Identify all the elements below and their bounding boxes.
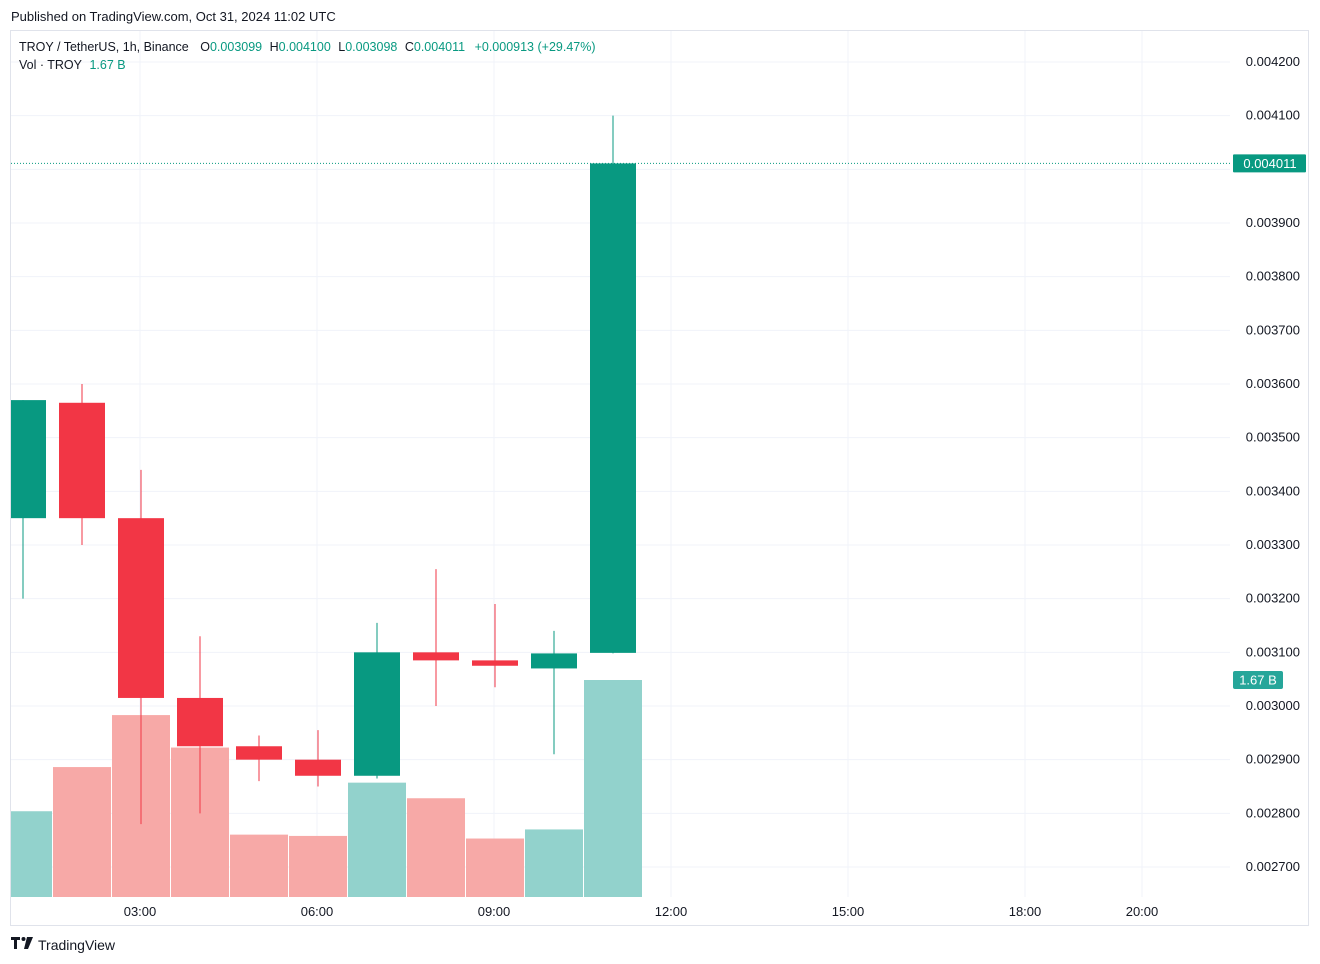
symbol-label[interactable]: TROY / TetherUS, 1h, Binance — [19, 40, 189, 54]
candle-body — [295, 759, 341, 776]
price-tick-label: 0.004100 — [1246, 108, 1300, 123]
price-tick-label: 0.002700 — [1246, 859, 1300, 874]
price-tick-label: 0.003000 — [1246, 698, 1300, 713]
volume-bar — [11, 811, 52, 897]
ohlc-row: TROY / TetherUS, 1h, Binance O0.003099 H… — [19, 38, 596, 56]
candle-body — [472, 660, 518, 666]
last-price-label: 0.004011 — [1243, 156, 1296, 171]
chart-legend: TROY / TetherUS, 1h, Binance O0.003099 H… — [19, 38, 596, 74]
price-tick-label: 0.003700 — [1246, 322, 1300, 337]
low-label: L — [338, 40, 346, 54]
candle-body — [59, 402, 105, 519]
price-tick-label: 0.002800 — [1246, 805, 1300, 820]
price-tick-label: 0.003400 — [1246, 483, 1300, 498]
volume-bar — [289, 835, 347, 897]
price-tick-label: 0.004200 — [1246, 54, 1300, 69]
time-tick-label: 12:00 — [655, 904, 688, 919]
candle-body — [590, 163, 636, 653]
price-tick-label: 0.003600 — [1246, 376, 1300, 391]
volume-bar — [348, 782, 406, 897]
time-tick-label: 06:00 — [301, 904, 334, 919]
candles — [11, 115, 636, 825]
price-tick-label: 0.003500 — [1246, 430, 1300, 445]
volume-bar — [230, 834, 288, 897]
open-label: O — [200, 40, 210, 54]
tradingview-logo-icon — [11, 936, 33, 953]
change-value: +0.000913 (+29.47%) — [474, 40, 596, 54]
volume-badge-label: 1.67 B — [1239, 673, 1277, 688]
volume-row: Vol · TROY 1.67 B — [19, 56, 596, 74]
volume-value: 1.67 B — [89, 58, 126, 72]
close-value: 0.004011 — [413, 40, 466, 54]
time-tick-label: 03:00 — [124, 904, 157, 919]
volume-bar — [466, 838, 524, 897]
price-tick-label: 0.003900 — [1246, 215, 1300, 230]
last-price-line: 0.004011 1.67 B — [11, 154, 1306, 689]
candle-body — [11, 400, 46, 519]
volume-bar — [584, 680, 642, 897]
tradingview-brand[interactable]: TradingView — [11, 936, 115, 953]
volume-bar — [53, 767, 111, 897]
volume-bar — [407, 798, 465, 897]
last-price-badge — [1233, 154, 1306, 173]
price-tick-label: 0.003800 — [1246, 269, 1300, 284]
published-caption: Published on TradingView.com, Oct 31, 20… — [11, 9, 336, 24]
time-tick-label: 18:00 — [1009, 904, 1042, 919]
time-tick-label: 20:00 — [1126, 904, 1159, 919]
time-axis: 03:00 06:00 09:00 12:00 15:00 18:00 20:00 — [124, 904, 1159, 919]
candle-body — [354, 652, 400, 776]
volume-bar — [525, 829, 583, 897]
tradingview-brand-label: TradingView — [38, 936, 116, 953]
price-tick-label: 0.003200 — [1246, 591, 1300, 606]
price-tick-label: 0.003100 — [1246, 644, 1300, 659]
volume-badge — [1233, 671, 1283, 689]
volume-bars — [11, 680, 642, 897]
volume-label[interactable]: Vol · TROY — [19, 58, 82, 72]
close-label: C — [404, 40, 414, 54]
candle-body — [531, 653, 577, 669]
chart-frame[interactable] — [10, 30, 1309, 926]
high-label: H — [269, 40, 279, 54]
price-axis: 0.004200 0.004100 0.003900 0.003800 0.003700… — [1246, 54, 1300, 874]
candle-body — [118, 518, 164, 698]
candle-body — [236, 746, 282, 760]
open-value: 0.003099 — [209, 40, 263, 54]
high-value: 0.004100 — [278, 40, 331, 54]
price-tick-label: 0.003300 — [1246, 537, 1300, 552]
candle-body — [177, 697, 223, 747]
price-tick-label: 0.002900 — [1246, 752, 1300, 767]
low-value: 0.003098 — [345, 40, 398, 54]
time-tick-label: 15:00 — [832, 904, 865, 919]
candle-body — [413, 652, 459, 661]
time-tick-label: 09:00 — [478, 904, 511, 919]
